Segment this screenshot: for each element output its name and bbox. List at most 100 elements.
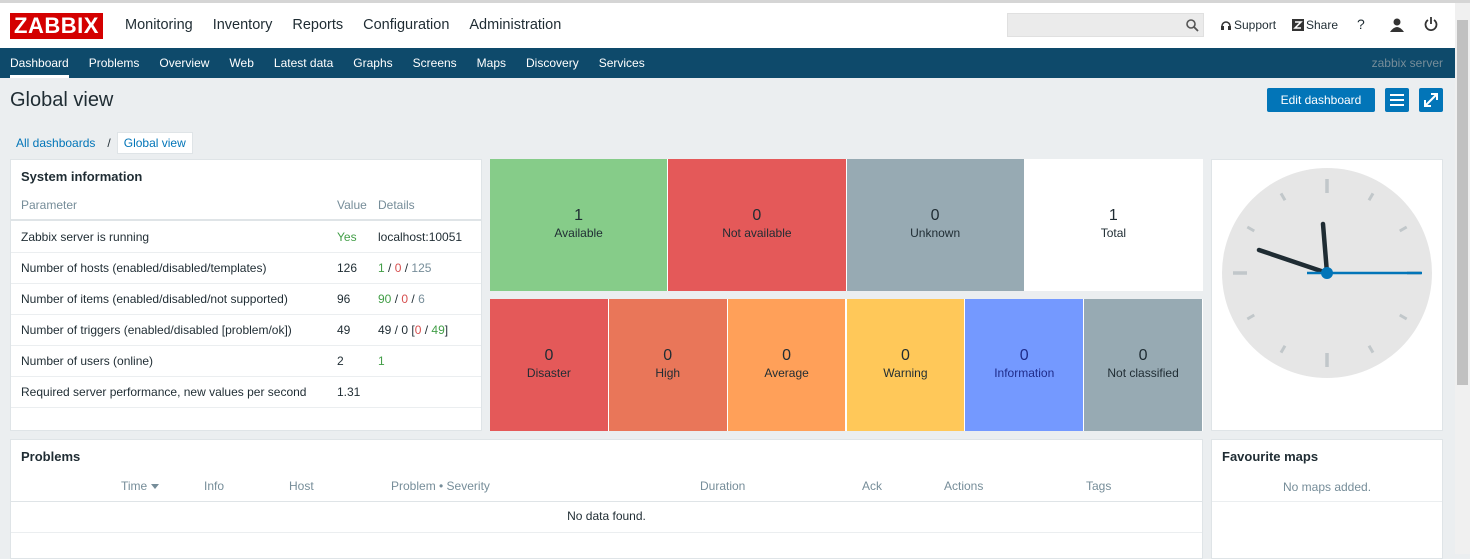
clock-tick [1246, 225, 1256, 233]
status-tile: 0 Disaster [490, 299, 609, 431]
detail-part: 0 [414, 323, 422, 337]
logout-icon[interactable] [1424, 17, 1438, 31]
detail-part: 125 [411, 261, 432, 275]
server-name: zabbix server [1371, 56, 1443, 70]
value: 96 [337, 292, 351, 306]
detail-part: 49 [431, 323, 445, 337]
clock-tick [1367, 344, 1375, 354]
edit-dashboard-button[interactable]: Edit dashboard [1267, 88, 1375, 112]
detail-part: 6 [418, 292, 425, 306]
table-header: Parameter Value Details [11, 190, 481, 221]
value: 126 [337, 261, 358, 275]
parameter: Number of triggers (enabled/disabled [pr… [21, 323, 292, 337]
detail-part: ] [444, 323, 449, 337]
share-link[interactable]: Share [1292, 18, 1338, 32]
column-header: Value [337, 198, 367, 212]
status-tile: 0 Warning [846, 299, 966, 431]
share-text[interactable]: Share [1306, 18, 1339, 32]
user-icon[interactable] [1390, 18, 1404, 32]
sub-navigation: Dashboard Problems Overview Web Latest data G… [0, 48, 1455, 78]
clock-tick [1367, 192, 1375, 202]
column-header: Time [121, 479, 160, 493]
widget-title: Favourite maps [1222, 449, 1319, 464]
detail-part: 0 [394, 261, 402, 275]
sub-menu-item[interactable]: Overview [159, 56, 210, 70]
sub-menu-item[interactable]: Maps [476, 56, 507, 70]
tile-count: 0 [663, 347, 673, 364]
search-icon[interactable] [1186, 19, 1199, 32]
column-header: Problem • Severity [391, 479, 490, 493]
row-border [1212, 501, 1442, 502]
help-link[interactable]: ? [1357, 16, 1365, 32]
tile-count: 0 [1138, 347, 1148, 364]
sub-menu-item[interactable]: Screens [412, 56, 457, 70]
parameter: Number of users (online) [21, 354, 154, 368]
sub-menu-item[interactable]: Dashboard [10, 48, 69, 78]
status-tile: 0 Unknown [846, 159, 1025, 291]
tile-label: Disaster [526, 366, 571, 380]
menu-item[interactable]: Monitoring [125, 17, 193, 33]
menu-item[interactable]: Inventory [212, 17, 273, 33]
detail-part: 0 [401, 292, 409, 306]
clock-widget [1211, 159, 1443, 431]
row-border [11, 532, 1202, 533]
detail-part: 1 [378, 261, 385, 275]
details: 1 / 0 / 125 [378, 253, 431, 283]
fullscreen-button[interactable] [1419, 88, 1443, 112]
tile-count: 0 [782, 347, 792, 364]
tile-count: 1 [1108, 207, 1118, 224]
value: Yes [337, 230, 357, 244]
tile-label: Available [554, 226, 603, 240]
menu-button[interactable] [1385, 88, 1409, 112]
details: 1 [378, 346, 385, 376]
search-box[interactable] [1007, 13, 1204, 37]
support-link[interactable]: Support [1220, 18, 1276, 32]
sub-menu-item[interactable]: Graphs [353, 56, 393, 70]
table-row: Number of triggers (enabled/disabled [pr… [11, 315, 481, 346]
header: ZABBIX Monitoring Inventory Reports Configu… [0, 3, 1455, 48]
status-tile: 0 High [608, 299, 728, 431]
clock [1222, 168, 1432, 378]
menu-item[interactable]: Configuration [363, 17, 450, 33]
top-border [0, 0, 1470, 3]
tile-label: Warning [883, 366, 928, 380]
detail-part: / [391, 292, 402, 306]
fullscreen-icon [1424, 93, 1438, 107]
clock-center [1321, 267, 1333, 279]
page-title: Global view [10, 89, 114, 111]
breadcrumb[interactable]: All dashboards [16, 135, 96, 150]
sub-menu-item[interactable]: Discovery [526, 56, 579, 70]
column-header: Tags [1086, 479, 1112, 493]
menu-item[interactable]: Reports [292, 17, 344, 33]
tile-count: 0 [752, 207, 762, 224]
sub-menu-item[interactable]: Services [598, 56, 645, 70]
breadcrumb[interactable]: Global view [116, 131, 193, 154]
sort-arrow[interactable] [150, 482, 160, 490]
column-header: Ack [862, 479, 883, 493]
tile-label: Information [994, 366, 1055, 380]
breadcrumbs: All dashboards / Global view [10, 131, 193, 154]
tile-label: Total [1100, 226, 1127, 240]
menu-item[interactable]: Administration [469, 17, 562, 33]
hour-hand [1256, 247, 1330, 276]
host-availability-widget: 1 Available 0 Not available 0 Unknown 1 Total [490, 159, 1203, 291]
sub-menu-item[interactable]: Problems [88, 56, 140, 70]
detail-part: localhost:10051 [378, 230, 463, 244]
tile-count: 0 [930, 207, 940, 224]
detail-part: 90 [378, 292, 392, 306]
table-row: Zabbix server is running Yes localhost:100… [11, 222, 481, 253]
empty-message: No data found. [567, 509, 646, 523]
sub-menu-item[interactable]: Web [229, 56, 254, 70]
tile-count: 0 [1019, 347, 1029, 364]
scrollbar-thumb[interactable] [1457, 20, 1468, 385]
tile-label: Not available [722, 226, 792, 240]
detail-part: / [408, 292, 419, 306]
parameter: Number of hosts (enabled/disabled/templa… [21, 261, 267, 275]
logo[interactable]: ZABBIX [10, 13, 103, 39]
status-tile: 1 Total [1024, 159, 1203, 291]
support-text[interactable]: Support [1234, 18, 1277, 32]
tile-label: Unknown [910, 226, 961, 240]
status-tile: 0 Not classified [1084, 299, 1203, 431]
sub-menu-item[interactable]: Latest data [273, 56, 334, 70]
